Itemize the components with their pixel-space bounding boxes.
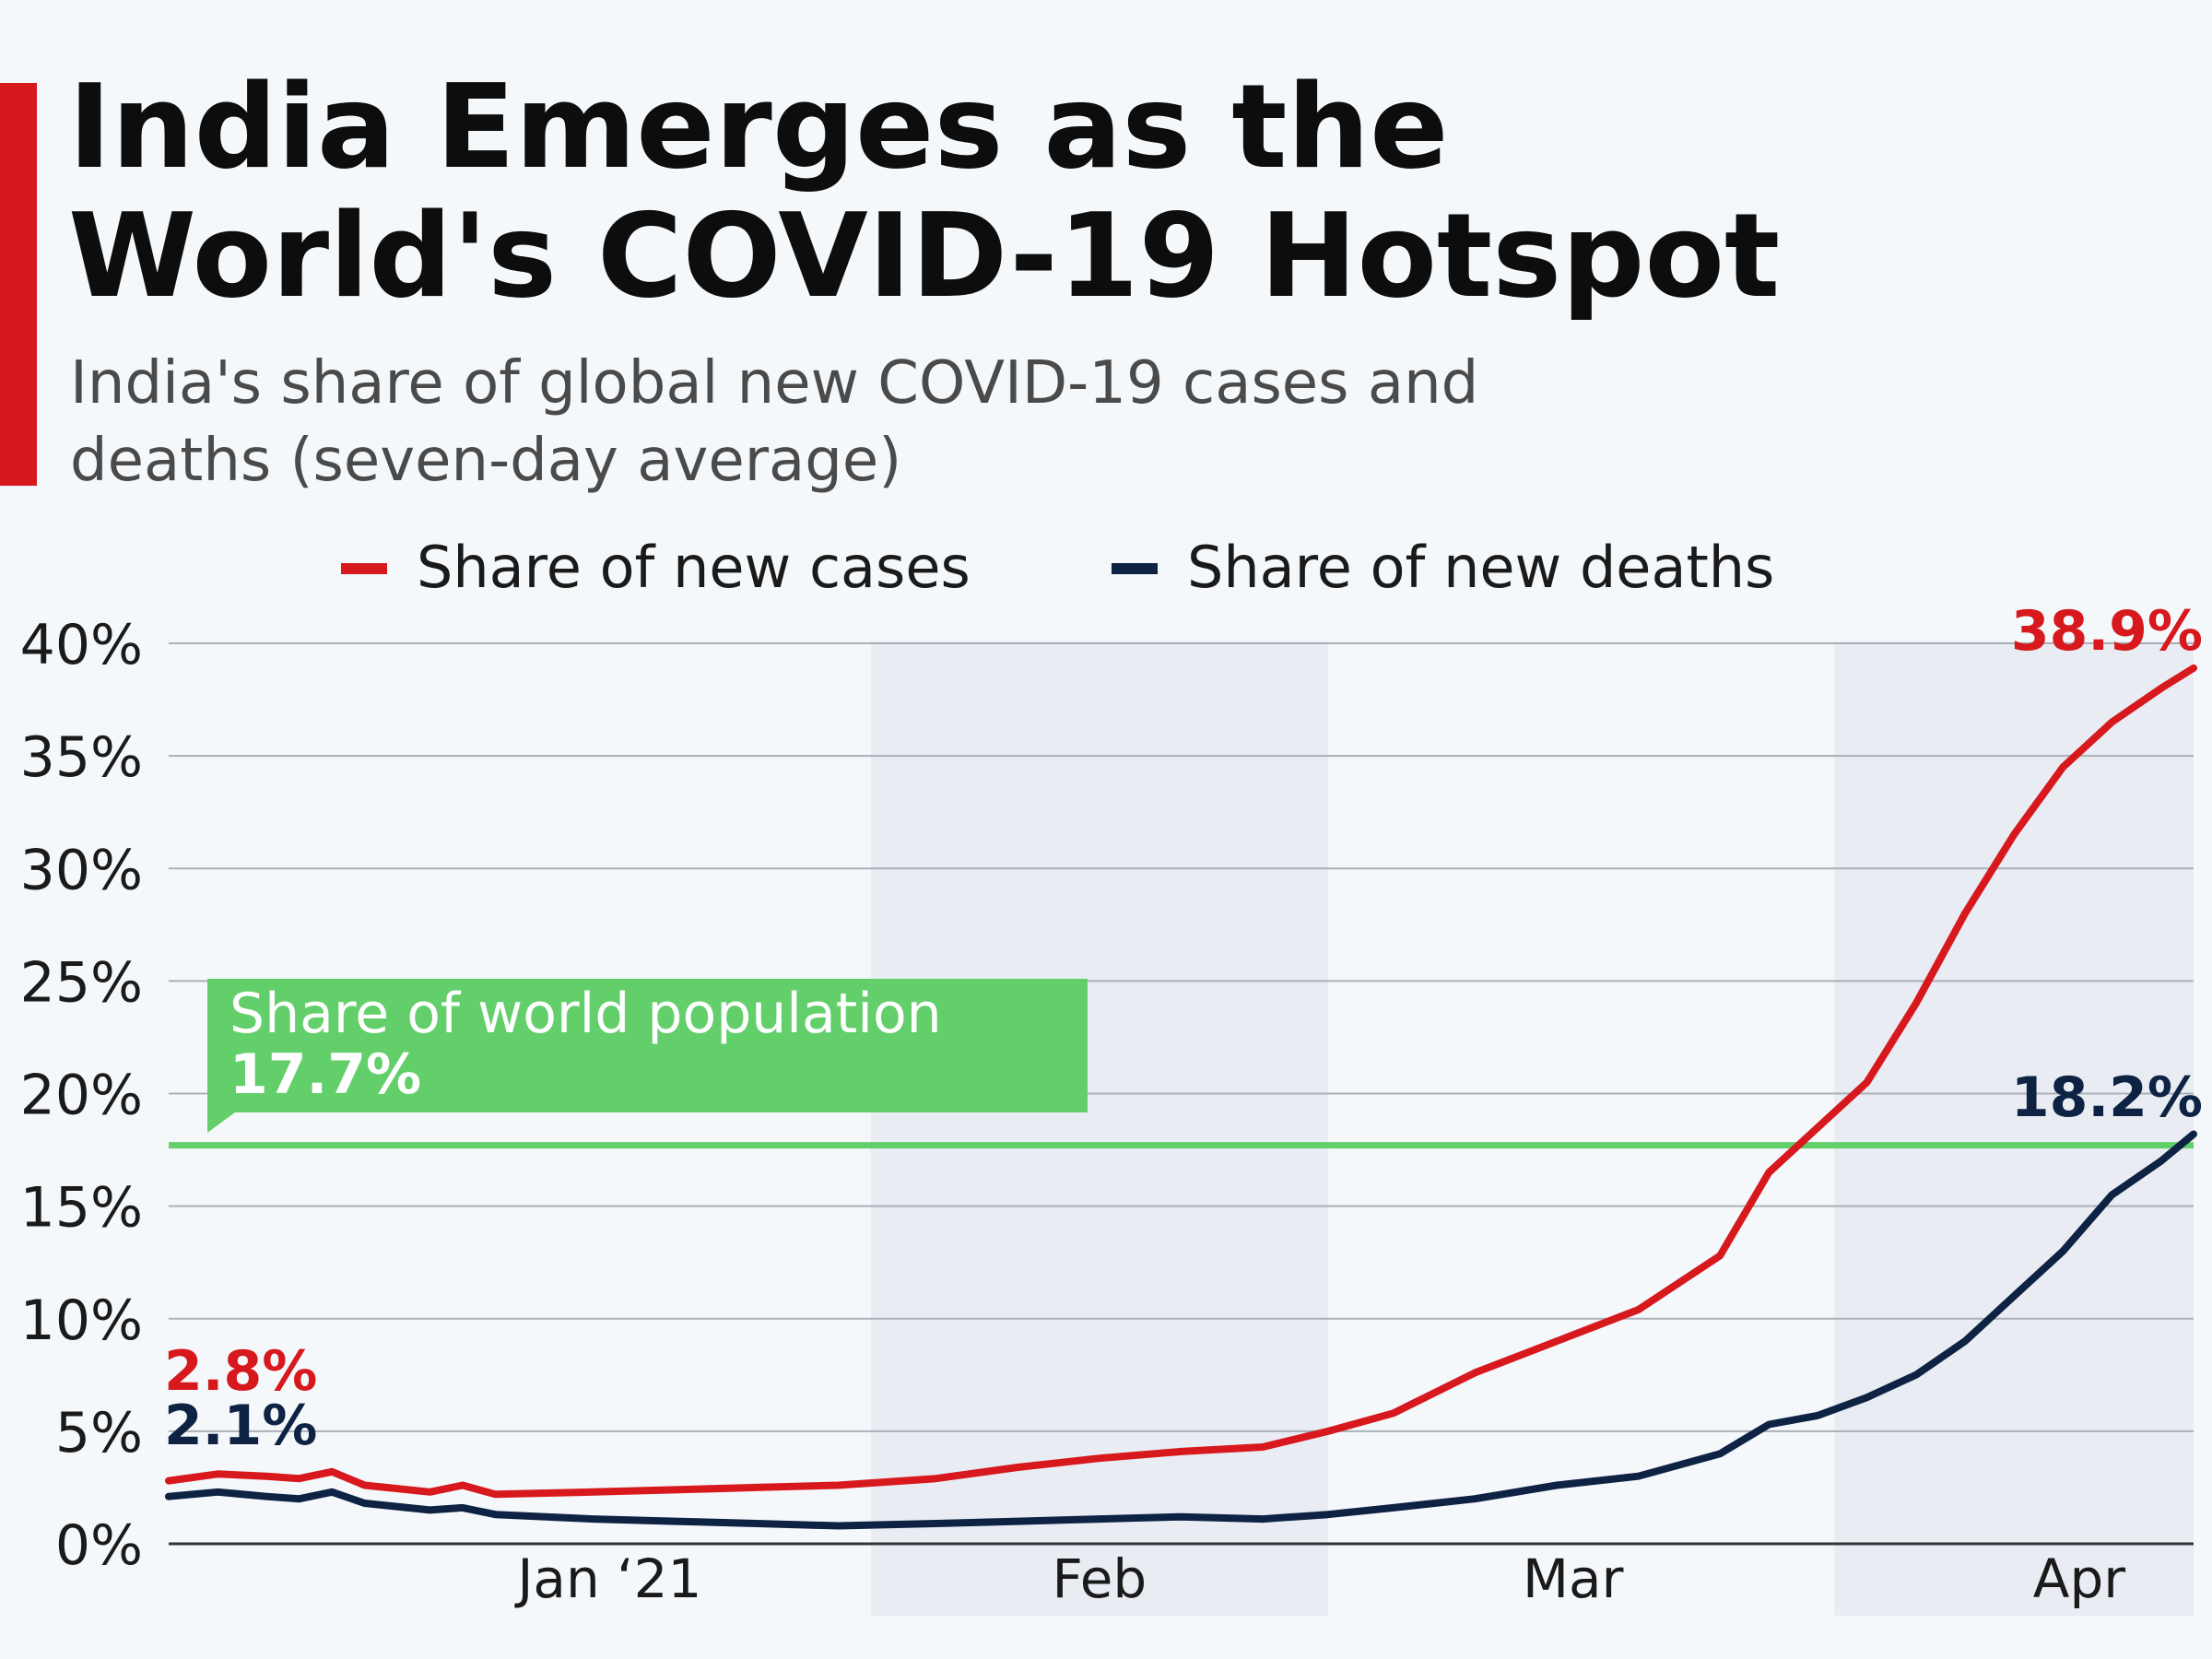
y-tick-label: 0%	[55, 1513, 143, 1578]
y-tick-label: 35%	[20, 725, 143, 790]
x-tick-label: Mar	[1523, 1547, 1624, 1610]
data-label-cases-end: 38.9%	[2011, 599, 2203, 664]
population-value-label: 17.7%	[229, 1042, 421, 1107]
x-tick-label: Apr	[2033, 1547, 2125, 1610]
y-tick-label: 25%	[20, 950, 143, 1015]
y-axis-ticks: 0% 5% 10% 15% 20% 25% 30% 35% 40%	[20, 613, 143, 1578]
population-reference: Share of world population 17.7%	[169, 979, 2194, 1149]
y-tick-label: 20%	[20, 1064, 143, 1128]
data-label-deaths-start: 2.1%	[164, 1394, 317, 1458]
month-bands	[870, 641, 2194, 1616]
population-label: Share of world population	[229, 982, 942, 1046]
y-tick-label: 40%	[20, 613, 143, 677]
y-tick-label: 15%	[20, 1176, 143, 1241]
chart-title: India Emerges as the World's COVID-19 Ho…	[68, 59, 1781, 324]
month-band	[1834, 641, 2194, 1616]
series-line-deaths	[165, 1130, 2197, 1530]
chart-subtitle: India's share of global new COVID-19 cas…	[70, 349, 1479, 495]
x-tick-label: Feb	[1053, 1547, 1147, 1610]
data-label-cases-start: 2.8%	[164, 1339, 317, 1404]
population-label-box	[207, 979, 1088, 1133]
y-tick-label: 5%	[55, 1401, 143, 1465]
y-tick-label: 30%	[20, 838, 143, 902]
accent-bar	[0, 83, 37, 486]
x-tick-label: Jan ‘21	[514, 1547, 701, 1610]
legend-label-cases: Share of new cases	[417, 534, 971, 601]
month-band	[870, 641, 1328, 1616]
legend: Share of new cases Share of new deaths	[341, 534, 1774, 601]
y-tick-label: 10%	[20, 1288, 143, 1353]
legend-label-deaths: Share of new deaths	[1187, 534, 1774, 601]
data-label-deaths-end: 18.2%	[2011, 1065, 2203, 1130]
x-axis-ticks: Jan ‘21 Feb Mar Apr	[514, 1547, 2125, 1610]
series-line-cases	[165, 664, 2197, 1499]
